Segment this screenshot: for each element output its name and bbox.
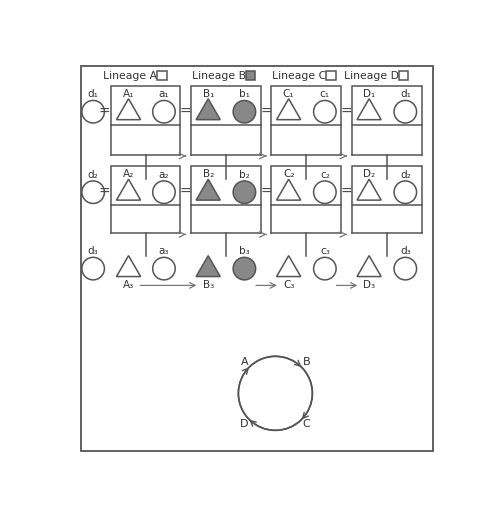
Polygon shape [276,99,300,120]
Polygon shape [116,99,140,120]
Text: d₂: d₂ [88,170,98,180]
Bar [157,71,166,80]
Bar [111,86,180,125]
Text: A: A [240,357,247,367]
Text: A₂: A₂ [123,169,134,179]
Polygon shape [116,255,140,276]
Text: d₃: d₃ [88,246,98,257]
Text: B₃: B₃ [202,280,213,290]
Circle shape [232,181,255,203]
Text: b₂: b₂ [238,170,249,180]
Text: C: C [302,419,310,430]
Circle shape [152,181,175,203]
Text: B₂: B₂ [202,169,213,179]
Circle shape [152,258,175,280]
Text: =: = [260,105,272,119]
Text: Lineage D: Lineage D [344,71,399,80]
Text: D₂: D₂ [362,169,374,179]
Polygon shape [276,179,300,200]
Polygon shape [196,179,220,200]
Polygon shape [356,99,380,120]
Text: a₃: a₃ [158,246,169,257]
Text: c₂: c₂ [319,170,329,180]
Bar [111,166,180,205]
Circle shape [152,100,175,123]
Text: =: = [340,105,352,119]
Circle shape [82,100,104,123]
Text: C₁: C₁ [282,89,294,99]
Polygon shape [276,255,300,276]
Circle shape [82,181,104,203]
Text: c₃: c₃ [319,246,329,257]
Text: d₁: d₁ [399,90,410,99]
Bar [351,166,421,205]
Text: Lineage C: Lineage C [272,71,326,80]
Text: Lineage A: Lineage A [103,71,157,80]
Circle shape [393,181,416,203]
Polygon shape [196,99,220,120]
Circle shape [313,100,336,123]
Circle shape [313,181,336,203]
Text: B: B [302,357,310,367]
Text: C₃: C₃ [283,280,294,290]
Text: =: = [99,185,110,199]
Circle shape [232,100,255,123]
Text: D: D [239,419,248,430]
Text: =: = [340,185,352,199]
Circle shape [82,258,104,280]
Circle shape [393,100,416,123]
Text: d₁: d₁ [88,90,98,99]
Bar [190,86,261,125]
Text: B₁: B₁ [202,89,213,99]
Text: D₁: D₁ [362,89,374,99]
Circle shape [393,258,416,280]
Text: c₁: c₁ [319,90,329,99]
Circle shape [313,258,336,280]
Text: =: = [260,185,272,199]
Text: a₂: a₂ [158,170,169,180]
Bar [326,71,335,80]
Text: d₂: d₂ [399,170,410,180]
Text: Lineage B: Lineage B [191,71,245,80]
Polygon shape [116,179,140,200]
Polygon shape [356,255,380,276]
Text: b₃: b₃ [238,246,249,257]
Bar [190,166,261,205]
Bar [351,86,421,125]
Polygon shape [356,179,380,200]
Text: C₂: C₂ [283,169,294,179]
Bar [245,71,255,80]
Bar [398,71,407,80]
Circle shape [232,258,255,280]
Text: =: = [179,185,191,199]
Text: b₁: b₁ [238,90,249,99]
Bar [271,86,341,125]
Text: =: = [179,105,191,119]
Text: =: = [99,105,110,119]
Text: A₃: A₃ [123,280,134,290]
Bar [271,166,341,205]
Text: d₃: d₃ [399,246,410,257]
Text: A₁: A₁ [123,89,134,99]
Text: D₃: D₃ [362,280,374,290]
Text: a₁: a₁ [158,90,169,99]
Polygon shape [196,255,220,276]
